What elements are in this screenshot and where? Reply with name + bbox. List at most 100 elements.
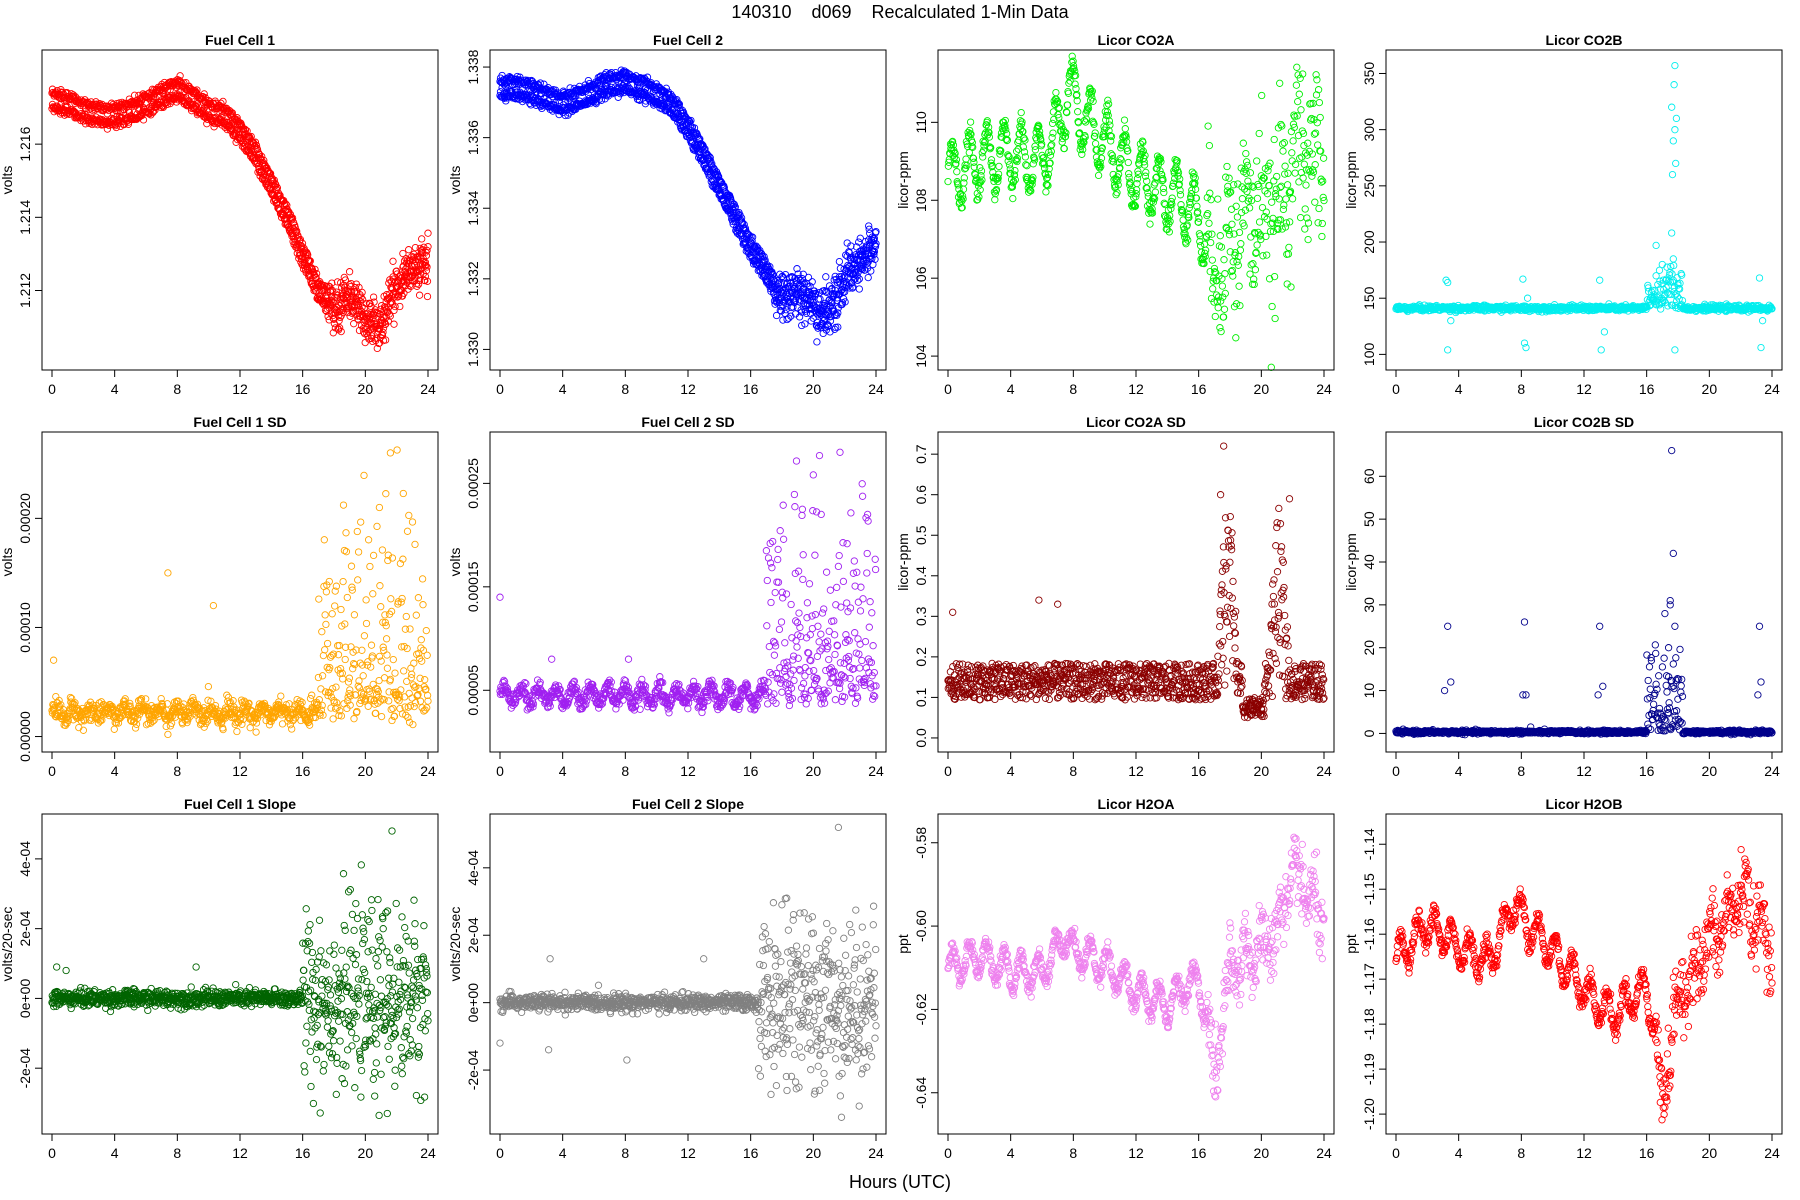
data-point	[813, 338, 821, 346]
data-point	[1293, 63, 1301, 71]
data-point	[1080, 117, 1088, 125]
data-point	[1258, 91, 1266, 100]
data-point	[157, 103, 165, 112]
data-point	[377, 305, 385, 313]
data-point	[1237, 240, 1245, 248]
data-point	[291, 223, 299, 232]
data-point	[1220, 305, 1229, 313]
panel-title: Licor CO2A	[1097, 32, 1174, 48]
data-point	[1672, 159, 1680, 168]
x-tick-label: 12	[680, 381, 696, 397]
data-point	[1294, 97, 1302, 106]
data-point	[1292, 81, 1301, 89]
data-point	[1235, 282, 1243, 290]
data-point	[1236, 246, 1245, 254]
x-tick-label: 8	[173, 381, 181, 397]
data-point	[1091, 139, 1100, 148]
panel-title: Licor CO2B	[1545, 32, 1622, 48]
y-tick-label: 100	[1361, 342, 1377, 366]
data-point	[231, 128, 239, 136]
data-point	[311, 265, 319, 274]
data-point	[1288, 195, 1297, 203]
data-point	[1048, 119, 1057, 128]
data-points	[496, 66, 880, 346]
data-point	[1220, 256, 1228, 264]
data-point	[1239, 139, 1247, 147]
x-tick-label: 0	[48, 381, 56, 397]
data-point	[1121, 125, 1129, 133]
data-point	[341, 276, 350, 284]
data-point	[69, 107, 78, 115]
data-point	[1009, 194, 1017, 203]
data-point	[414, 280, 423, 288]
data-point	[312, 269, 321, 278]
data-point	[358, 288, 366, 297]
x-tick-label: 8	[1069, 381, 1077, 397]
data-point	[1218, 282, 1227, 290]
data-point	[391, 302, 399, 311]
data-point	[219, 97, 227, 106]
data-point	[1315, 204, 1323, 213]
y-tick-label: 1.338	[465, 49, 481, 84]
data-point	[418, 246, 426, 254]
data-point	[406, 281, 414, 289]
data-point	[502, 82, 510, 91]
data-point	[1258, 203, 1267, 212]
data-point	[409, 253, 418, 261]
data-point	[1671, 126, 1679, 134]
data-point	[1251, 266, 1260, 274]
data-point	[55, 107, 63, 115]
data-point	[413, 282, 421, 290]
data-point	[1071, 80, 1079, 88]
data-point	[111, 122, 119, 130]
data-point	[1447, 317, 1455, 325]
data-point	[1757, 343, 1765, 352]
data-point	[417, 270, 425, 278]
x-tick-label: 20	[358, 381, 374, 397]
x-tick-label: 4	[1455, 381, 1463, 397]
x-tick-label: 12	[232, 381, 248, 397]
data-point	[273, 184, 282, 192]
data-point	[399, 249, 407, 258]
y-tick-label: 150	[1361, 286, 1377, 310]
data-point	[1255, 218, 1264, 226]
data-point	[1279, 147, 1287, 155]
x-tick-label: 20	[806, 381, 822, 397]
data-point	[1160, 188, 1168, 197]
data-point	[52, 692, 60, 701]
data-point	[1246, 169, 1255, 177]
data-point	[329, 298, 337, 306]
y-tick-label: 108	[913, 188, 929, 212]
data-point	[1104, 100, 1113, 108]
y-tick-label: 200	[1361, 230, 1377, 254]
data-point	[1444, 346, 1452, 354]
data-point	[1671, 61, 1679, 70]
data-point	[177, 78, 185, 87]
data-point	[1063, 101, 1072, 109]
data-point	[1669, 255, 1677, 263]
data-point	[151, 93, 159, 102]
x-tick-label: 24	[1316, 381, 1332, 397]
data-point	[405, 246, 413, 254]
data-point	[1209, 285, 1217, 293]
data-point	[1270, 135, 1278, 144]
data-point	[1597, 346, 1605, 354]
data-point	[397, 287, 405, 295]
x-tick-label: 12	[1576, 381, 1592, 397]
data-point	[1669, 137, 1677, 145]
data-point	[200, 90, 208, 98]
panel-fc1: Fuel Cell 10 4 8 12 16 20 241.2121.2141.216vol…	[0, 32, 439, 397]
data-point	[953, 168, 961, 176]
data-point	[1295, 178, 1303, 186]
data-point	[1120, 116, 1129, 124]
data-point	[864, 273, 872, 282]
data-point	[1232, 334, 1240, 342]
plot-frame	[1385, 49, 1783, 371]
data-point	[1228, 220, 1236, 228]
data-point	[1658, 260, 1666, 269]
data-point	[85, 105, 93, 114]
data-point	[347, 288, 356, 296]
data-point	[1283, 181, 1292, 189]
data-point	[274, 204, 282, 212]
data-point	[347, 279, 355, 288]
